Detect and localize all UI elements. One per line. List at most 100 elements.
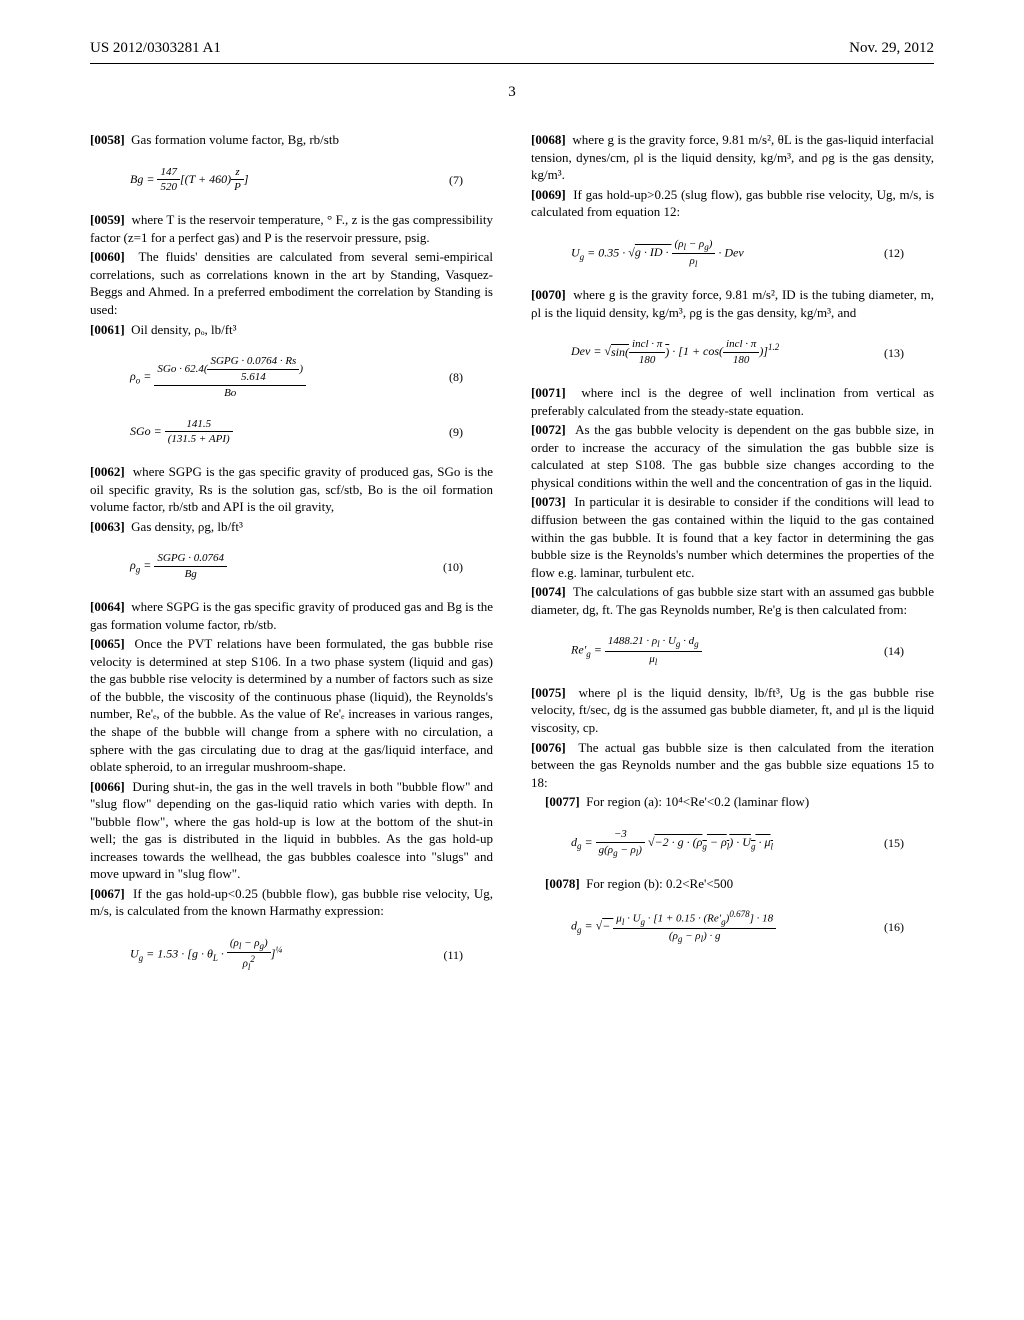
para-0060: [0060] The fluids' densities are calcula…: [90, 248, 493, 318]
equation-16: dg = √− μl · Ug · [1 + 0.15 · (Re′g)0.67…: [531, 908, 934, 945]
para-num: [0059]: [90, 212, 125, 227]
equation-number: (15): [884, 835, 934, 851]
equation-13: Dev = √sin(incl · π180) · [1 + cos(incl …: [531, 337, 934, 368]
para-text: For region (b): 0.2<Re'<500: [586, 876, 733, 891]
para-num: [0062]: [90, 464, 125, 479]
para-num: [0075]: [531, 685, 566, 700]
equation-10: ρg = SGPG · 0.0764Bg (10): [90, 551, 493, 582]
equation-formula: Re′g = 1488.21 · ρl · Ug · dgμl: [571, 634, 702, 668]
publication-date: Nov. 29, 2012: [849, 40, 934, 57]
equation-formula: Ug = 0.35 · √g · ID · (ρl − ρg)ρl · Dev: [571, 237, 744, 271]
equation-formula: Dev = √sin(incl · π180) · [1 + cos(incl …: [571, 337, 779, 368]
para-text: During shut-in, the gas in the well trav…: [90, 779, 493, 882]
equation-number: (12): [884, 245, 934, 261]
equation-formula: dg = √− μl · Ug · [1 + 0.15 · (Re′g)0.67…: [571, 908, 776, 945]
para-num: [0058]: [90, 132, 125, 147]
para-num: [0060]: [90, 249, 125, 264]
equation-7: Bg = 147520[(T + 460)zP] (7): [90, 165, 493, 196]
body-columns: [0058] Gas formation volume factor, Bg, …: [90, 131, 934, 976]
para-0072: [0072] As the gas bubble velocity is dep…: [531, 421, 934, 491]
para-0071: [0071] where incl is the degree of well …: [531, 384, 934, 419]
para-num: [0077]: [545, 794, 580, 809]
para-0067: [0067] If the gas hold-up<0.25 (bubble f…: [90, 885, 493, 920]
equation-number: (9): [449, 424, 493, 440]
equation-formula: Ug = 1.53 · [g · θL · (ρl − ρg)ρl2]¼: [130, 936, 282, 973]
para-text: If gas hold-up>0.25 (slug flow), gas bub…: [531, 187, 934, 220]
para-0069: [0069] If gas hold-up>0.25 (slug flow), …: [531, 186, 934, 221]
para-num: [0068]: [531, 132, 566, 147]
equation-formula: ρg = SGPG · 0.0764Bg: [130, 551, 227, 582]
page-number: 3: [90, 84, 934, 101]
equation-formula: SGo = 141.5(131.5 + API): [130, 417, 233, 448]
equation-formula: Bg = 147520[(T + 460)zP]: [130, 165, 249, 196]
para-text: As the gas bubble velocity is dependent …: [531, 422, 934, 490]
para-0077: [0077] For region (a): 10⁴<Re'<0.2 (lami…: [531, 793, 934, 811]
para-text: Oil density, ρₒ, lb/ft³: [131, 322, 236, 337]
para-num: [0066]: [90, 779, 125, 794]
para-text: where incl is the degree of well inclina…: [531, 385, 934, 418]
para-text: For region (a): 10⁴<Re'<0.2 (laminar flo…: [586, 794, 809, 809]
para-num: [0073]: [531, 494, 566, 509]
para-num: [0064]: [90, 599, 125, 614]
para-0061: [0061] Oil density, ρₒ, lb/ft³: [90, 321, 493, 339]
para-0065: [0065] Once the PVT relations have been …: [90, 635, 493, 775]
equation-number: (13): [884, 345, 934, 361]
para-0063: [0063] Gas density, ρg, lb/ft³: [90, 518, 493, 536]
para-0074: [0074] The calculations of gas bubble si…: [531, 583, 934, 618]
para-text: The calculations of gas bubble size star…: [531, 584, 934, 617]
para-num: [0067]: [90, 886, 125, 901]
para-num: [0061]: [90, 322, 125, 337]
para-text: where g is the gravity force, 9.81 m/s²,…: [531, 132, 934, 182]
para-text: If the gas hold-up<0.25 (bubble flow), g…: [90, 886, 493, 919]
para-num: [0063]: [90, 519, 125, 534]
para-num: [0074]: [531, 584, 566, 599]
para-0070: [0070] where g is the gravity force, 9.8…: [531, 286, 934, 321]
para-num: [0076]: [531, 740, 566, 755]
para-text: where g is the gravity force, 9.81 m/s²,…: [531, 287, 934, 320]
para-0066: [0066] During shut-in, the gas in the we…: [90, 778, 493, 883]
equation-number: (7): [449, 172, 493, 188]
para-text: Gas formation volume factor, Bg, rb/stb: [131, 132, 339, 147]
para-text: where SGPG is the gas specific gravity o…: [90, 599, 493, 632]
patent-page: US 2012/0303281 A1 Nov. 29, 2012 3 [0058…: [0, 0, 1024, 1320]
equation-12: Ug = 0.35 · √g · ID · (ρl − ρg)ρl · Dev …: [531, 237, 934, 271]
para-0059: [0059] where T is the reservoir temperat…: [90, 211, 493, 246]
equation-number: (16): [884, 919, 934, 935]
para-text: Once the PVT relations have been formula…: [90, 636, 493, 774]
header-rule: [90, 63, 934, 64]
publication-number: US 2012/0303281 A1: [90, 40, 221, 57]
equation-8: ρo = SGo · 62.4(SGPG · 0.0764 · Rs5.614)…: [90, 354, 493, 401]
para-0058: [0058] Gas formation volume factor, Bg, …: [90, 131, 493, 149]
para-0068: [0068] where g is the gravity force, 9.8…: [531, 131, 934, 184]
para-text: The fluids' densities are calculated fro…: [90, 249, 493, 317]
equation-formula: ρo = SGo · 62.4(SGPG · 0.0764 · Rs5.614)…: [130, 354, 306, 401]
para-num: [0070]: [531, 287, 566, 302]
para-text: where T is the reservoir temperature, ° …: [90, 212, 493, 245]
equation-9: SGo = 141.5(131.5 + API) (9): [90, 417, 493, 448]
para-text: where SGPG is the gas specific gravity o…: [90, 464, 493, 514]
para-0078: [0078] For region (b): 0.2<Re'<500: [531, 875, 934, 893]
equation-number: (11): [443, 947, 493, 963]
para-text: where ρl is the liquid density, lb/ft³, …: [531, 685, 934, 735]
para-text: The actual gas bubble size is then calcu…: [531, 740, 934, 790]
para-num: [0072]: [531, 422, 566, 437]
equation-15: dg = −3g(ρg − ρl) √−2 · g · (ρg − ρl) · …: [531, 827, 934, 859]
equation-number: (14): [884, 643, 934, 659]
para-0064: [0064] where SGPG is the gas specific gr…: [90, 598, 493, 633]
para-num: [0069]: [531, 187, 566, 202]
equation-number: (10): [443, 559, 493, 575]
equation-formula: dg = −3g(ρg − ρl) √−2 · g · (ρg − ρl) · …: [571, 827, 773, 859]
para-0075: [0075] where ρl is the liquid density, l…: [531, 684, 934, 737]
para-0076: [0076] The actual gas bubble size is the…: [531, 739, 934, 792]
equation-14: Re′g = 1488.21 · ρl · Ug · dgμl (14): [531, 634, 934, 668]
para-0073: [0073] In particular it is desirable to …: [531, 493, 934, 581]
equation-11: Ug = 1.53 · [g · θL · (ρl − ρg)ρl2]¼ (11…: [90, 936, 493, 973]
para-text: Gas density, ρg, lb/ft³: [131, 519, 243, 534]
para-num: [0071]: [531, 385, 566, 400]
para-num: [0065]: [90, 636, 125, 651]
page-header: US 2012/0303281 A1 Nov. 29, 2012: [90, 40, 934, 57]
para-0062: [0062] where SGPG is the gas specific gr…: [90, 463, 493, 516]
para-num: [0078]: [545, 876, 580, 891]
equation-number: (8): [449, 369, 493, 385]
para-text: In particular it is desirable to conside…: [531, 494, 934, 579]
